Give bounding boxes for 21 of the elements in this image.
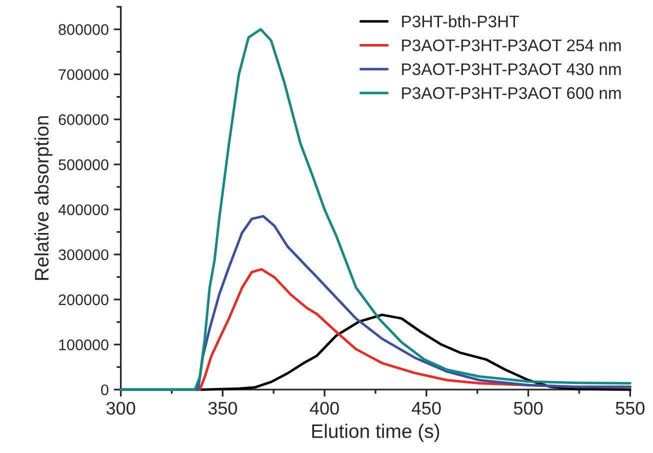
y-axis-title: Relative absorption [34,116,52,280]
y-tick-label: 300000 [58,249,108,260]
legend-label: P3AOT-P3HT-P3AOT 254 nm [402,39,621,52]
y-tick-label: 200000 [58,294,108,306]
y-tick-label: 100000 [59,339,108,350]
x-tick-label: 550 [616,402,645,415]
y-tick-label: 800000 [58,24,108,35]
x-tick-label: 450 [412,402,441,415]
legend-label: P3HT-bth-P3HT [402,15,519,28]
x-tick-label: 300 [106,402,136,415]
y-tick-label: 600000 [58,114,108,126]
legend-label: P3AOT-P3HT-P3AOT 600 nm [402,87,621,99]
y-tick-label: 0 [101,384,108,396]
y-tick-label: 400000 [58,204,108,216]
x-tick-label: 350 [208,402,238,415]
y-tick-label: 500000 [58,159,108,170]
x-tick-label: 400 [310,402,339,415]
x-tick-label: 500 [514,402,543,415]
legend-label: P3AOT-P3HT-P3AOT 430 nm [402,63,621,76]
x-axis-title: Elution time (s) [312,424,440,442]
y-tick-label: 700000 [58,69,108,80]
